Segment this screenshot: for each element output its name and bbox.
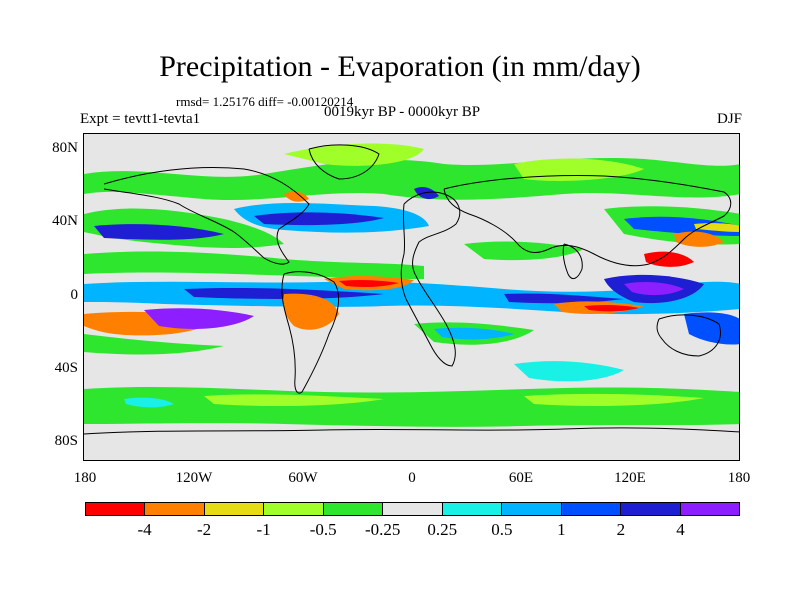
lat-tick-eq: 0 bbox=[70, 287, 79, 303]
colorbar-label: -2 bbox=[196, 520, 212, 539]
colorbar-label: 1 bbox=[557, 520, 566, 539]
colorbar-swatch bbox=[561, 503, 622, 515]
colorbar-swatch bbox=[680, 503, 739, 515]
colorbar-label: -4 bbox=[137, 520, 152, 539]
colorbar-label: 0.5 bbox=[491, 520, 513, 539]
lat-tick-40s: 40S bbox=[54, 360, 78, 376]
lon-tick-120e: 120E bbox=[614, 470, 646, 486]
period-label: 0019kyr BP - 0000kyr BP bbox=[324, 104, 481, 120]
lon-tick-120w: 120W bbox=[175, 470, 213, 486]
colorbar-label: -0.25 bbox=[365, 520, 401, 539]
colorbar-swatch bbox=[323, 503, 384, 515]
colorbar bbox=[85, 502, 740, 516]
stats-line: rmsd= 1.25176 diff= -0.00120214 bbox=[176, 94, 354, 109]
lat-tick-40n: 40N bbox=[52, 213, 78, 229]
lon-tick-60e: 60E bbox=[508, 470, 534, 486]
colorbar-swatch bbox=[621, 503, 681, 515]
colorbar-swatch bbox=[502, 503, 562, 515]
colorbar-swatch bbox=[145, 503, 205, 515]
colorbar-label: 0.25 bbox=[427, 520, 458, 539]
colorbar-swatch bbox=[442, 503, 503, 515]
experiment-label: Expt = tevtt1-tevta1 bbox=[80, 111, 201, 127]
lon-tick-60w: 60W bbox=[288, 470, 318, 486]
colorbar-swatch bbox=[204, 503, 265, 515]
lon-tick-0: 0 bbox=[408, 470, 416, 486]
colorbar-label: -1 bbox=[256, 520, 271, 539]
lon-tick-180w: 180 bbox=[73, 470, 97, 486]
lon-tick-180e: 180 bbox=[727, 470, 751, 486]
chart-title: Precipitation - Evaporation (in mm/day) bbox=[159, 50, 641, 83]
lat-tick-80s: 80S bbox=[54, 433, 78, 449]
colorbar-swatch bbox=[383, 503, 443, 515]
lat-tick-80n: 80N bbox=[52, 140, 78, 156]
colorbar-label: -0.5 bbox=[309, 520, 337, 539]
colorbar-swatch bbox=[86, 503, 146, 515]
colorbar-label: 4 bbox=[676, 520, 685, 539]
colorbar-swatch bbox=[264, 503, 324, 515]
colorbar-label: 2 bbox=[616, 520, 626, 539]
map-svg bbox=[84, 134, 739, 460]
map-panel bbox=[83, 133, 740, 461]
season-label: DJF bbox=[716, 111, 742, 127]
